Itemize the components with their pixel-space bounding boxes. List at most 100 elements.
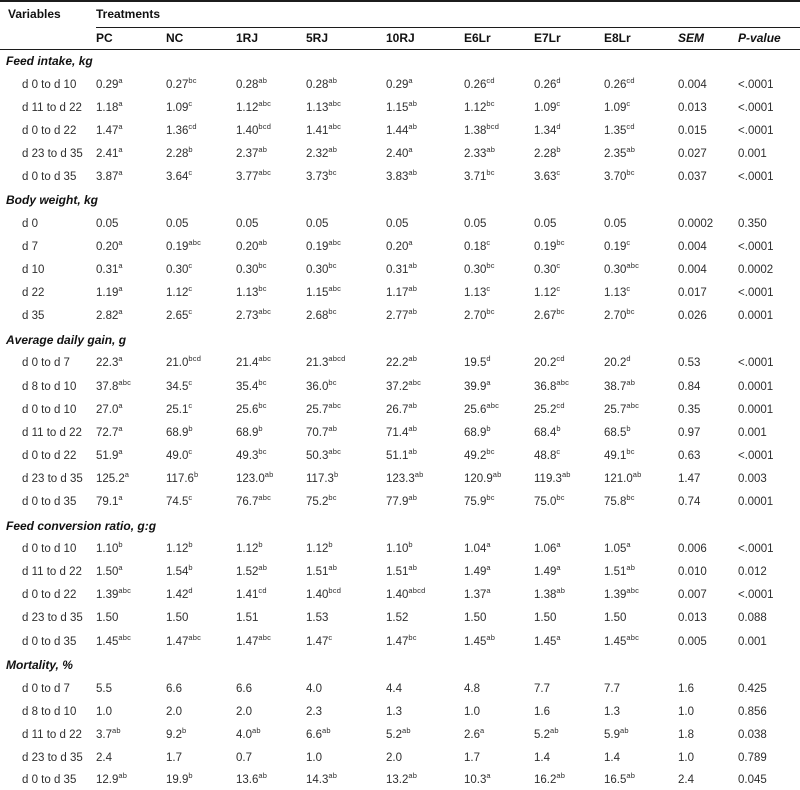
col-header-1rj: 1RJ [236, 27, 306, 50]
value-cell-pc: 2.41a [96, 145, 123, 160]
value-cell-e7lr: 36.8abc [534, 377, 570, 393]
value-cell-nc: 1.7 [166, 751, 182, 764]
value-cell-pc: 72.7a [96, 423, 123, 439]
value-cell-10rj: 37.2abc [386, 377, 422, 393]
table-row: d 0 to d 10 1.10b 1.12b 1.12b 1.12b 1.10b 1.04… [0, 538, 800, 561]
row-label: d 0 [22, 218, 38, 231]
sem-cell: 1.0 [678, 751, 695, 764]
value-cell-e7lr: 5.2ab [534, 725, 559, 741]
value-cell-10rj: 1.40abcd [386, 586, 426, 602]
value-cell-e7lr: 68.4b [534, 423, 561, 439]
value-cell-e7lr: 0.19bc [534, 238, 565, 254]
sem-cell: 1.47 [678, 472, 701, 485]
table-row: d 0 to d 7 22.3a 21.0bcd 21.4abc 21.3abcd 22.… [0, 352, 800, 375]
value-cell-e7lr: 1.12c [534, 284, 561, 300]
value-cell-1rj: 6.6 [236, 682, 252, 695]
value-cell-5rj: 1.40bcd [306, 586, 342, 602]
value-cell-5rj: 50.3abc [306, 447, 342, 462]
col-header-5rj: 5RJ [306, 27, 386, 50]
table-header: Variables Treatments PC NC 1RJ 5RJ 10RJ … [0, 1, 800, 50]
row-label: d 0 to d 10 [22, 403, 77, 416]
value-cell-e7lr: 1.45a [534, 632, 561, 648]
value-cell-1rj: 1.12b [236, 540, 263, 556]
sem-cell: 0.010 [678, 566, 707, 579]
value-cell-10rj: 1.51ab [386, 563, 418, 579]
value-cell-e7lr: 48.8c [534, 447, 561, 462]
value-cell-e7lr: 3.63c [534, 168, 561, 183]
value-cell-e8lr: 1.51ab [604, 563, 636, 579]
col-header-10rj: 10RJ [386, 27, 464, 50]
value-cell-e6lr: 2.33ab [464, 145, 496, 160]
row-label: d 0 to d 35 [22, 635, 77, 648]
value-cell-10rj: 0.31ab [386, 261, 418, 277]
value-cell-e6lr: 4.8 [464, 682, 480, 695]
col-header-e8lr: E8Lr [604, 27, 679, 50]
value-cell-10rj: 123.3ab [386, 470, 424, 485]
value-cell-5rj: 2.3 [306, 705, 322, 718]
p-value-cell: 0.0001 [738, 496, 774, 509]
value-cell-pc: 1.0 [96, 705, 112, 718]
value-cell-e8lr: 1.3 [604, 705, 620, 718]
value-cell-e6lr: 0.26cd [464, 75, 495, 91]
value-cell-5rj: 0.30bc [306, 261, 337, 277]
value-cell-nc: 19.9b [166, 771, 193, 787]
value-cell-e8lr: 25.7abc [604, 400, 640, 416]
value-cell-5rj: 25.7abc [306, 400, 342, 416]
value-cell-nc: 0.05 [166, 218, 189, 231]
sem-cell: 1.0 [678, 705, 695, 718]
value-cell-e6lr: 1.7 [464, 751, 480, 764]
section-title: Mortality, % [6, 658, 73, 673]
value-cell-10rj: 4.4 [386, 682, 402, 695]
value-cell-10rj: 1.15ab [386, 98, 418, 114]
sem-cell: 0.004 [678, 241, 707, 254]
value-cell-e6lr: 39.9a [464, 377, 491, 393]
value-cell-10rj: 1.3 [386, 705, 402, 718]
value-cell-pc: 0.29a [96, 75, 123, 91]
value-cell-1rj: 21.4abc [236, 354, 272, 370]
value-cell-5rj: 2.68bc [306, 307, 337, 323]
value-cell-5rj: 0.19abc [306, 238, 342, 254]
row-label: d 0 to d 35 [22, 496, 77, 509]
table-row: d 11 to d 22 1.50a 1.54b 1.52ab 1.51ab 1.51ab… [0, 561, 800, 584]
p-value-cell: 0.856 [738, 705, 767, 718]
table-row: d 22 1.19a 1.12c 1.13bc 1.15abc 1.17ab 1.13c 1.… [0, 282, 800, 305]
p-value-cell: 0.350 [738, 218, 767, 231]
value-cell-5rj: 1.41abc [306, 121, 342, 137]
value-cell-10rj: 1.10b [386, 540, 413, 556]
row-label: d 0 to d 10 [22, 78, 77, 91]
sem-cell: 0.026 [678, 310, 707, 323]
treatments-header: Treatments [96, 1, 679, 28]
sem-cell: 0.015 [678, 124, 707, 137]
table-row: d 11 to d 22 1.18a 1.09c 1.12abc 1.13abc 1.15… [0, 96, 800, 119]
table-row: d 0 to d 35 79.1a 74.5c 76.7abc 75.2bc 77.9ab… [0, 491, 800, 514]
value-cell-e8lr: 121.0ab [604, 470, 642, 485]
value-cell-10rj: 5.2ab [386, 725, 411, 741]
value-cell-e8lr: 75.8bc [604, 493, 635, 509]
row-label: d 0 to d 35 [22, 170, 77, 183]
sem-cell: 0.007 [678, 589, 707, 602]
p-value-cell: 0.038 [738, 728, 767, 741]
value-cell-5rj: 21.3abcd [306, 354, 346, 370]
table-row: d 0 to d 7 5.5 6.6 6.6 4.0 4.4 4.8 7.7 7.7 1.6 0.4… [0, 677, 800, 700]
value-cell-e8lr: 38.7ab [604, 377, 636, 393]
value-cell-e7lr: 1.34d [534, 121, 561, 137]
row-label: d 8 to d 10 [22, 705, 77, 718]
p-value-cell: 0.0001 [738, 310, 774, 323]
row-label: d 0 to d 22 [22, 124, 77, 137]
value-cell-pc: 1.50a [96, 563, 123, 579]
value-cell-10rj: 2.40a [386, 145, 413, 160]
value-cell-e7lr: 75.0bc [534, 493, 565, 509]
value-cell-1rj: 2.73abc [236, 307, 272, 323]
value-cell-pc: 0.05 [96, 218, 119, 231]
value-cell-5rj: 1.47c [306, 632, 333, 648]
value-cell-pc: 3.87a [96, 168, 123, 183]
value-cell-pc: 3.7ab [96, 725, 121, 741]
value-cell-1rj: 1.13bc [236, 284, 267, 300]
row-label: d 23 to d 35 [22, 751, 83, 764]
value-cell-pc: 79.1a [96, 493, 123, 509]
table-row: d 0 to d 10 27.0a 25.1c 25.6bc 25.7abc 26.7ab… [0, 398, 800, 421]
p-value-cell: <.0001 [738, 287, 774, 300]
row-label: d 0 to d 22 [22, 589, 77, 602]
value-cell-pc: 27.0a [96, 400, 123, 416]
p-value-cell: 0.045 [738, 774, 767, 787]
